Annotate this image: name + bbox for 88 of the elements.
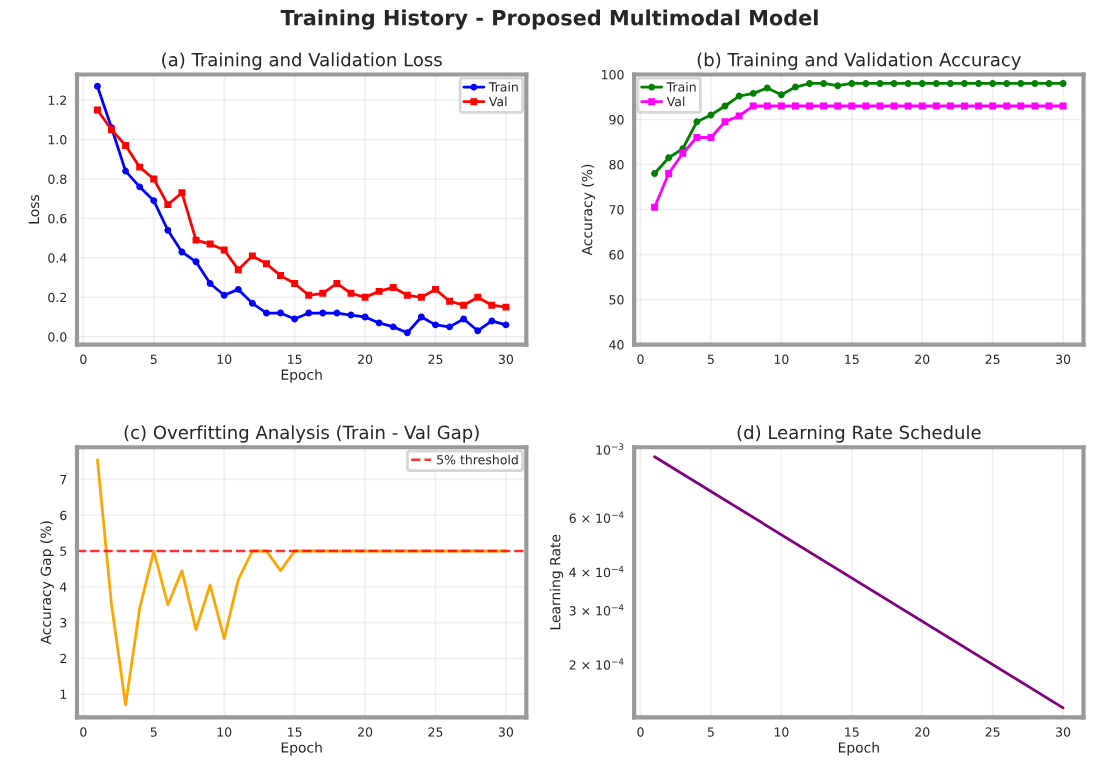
chart-title: (d) Learning Rate Schedule <box>737 425 981 443</box>
point <box>291 315 299 323</box>
point <box>136 163 144 171</box>
point <box>319 289 327 297</box>
point <box>474 327 482 335</box>
point <box>417 293 425 301</box>
point <box>178 189 186 197</box>
point <box>192 258 200 266</box>
point <box>305 291 313 299</box>
point <box>665 154 673 162</box>
point <box>1045 80 1053 87</box>
point <box>502 303 510 311</box>
point <box>403 329 411 337</box>
point <box>417 313 425 321</box>
point <box>262 309 270 317</box>
point <box>707 134 715 141</box>
point <box>651 170 659 177</box>
point <box>1031 80 1039 87</box>
point <box>234 285 242 293</box>
point <box>389 323 397 331</box>
point <box>975 80 983 87</box>
point <box>946 80 954 87</box>
point <box>375 287 383 295</box>
point <box>904 80 912 87</box>
point <box>361 293 369 301</box>
point <box>693 118 701 126</box>
point <box>164 226 172 234</box>
point <box>961 80 968 87</box>
point <box>932 80 940 87</box>
point <box>347 289 355 297</box>
point <box>806 80 814 87</box>
point <box>262 260 270 268</box>
point <box>862 80 870 87</box>
point <box>319 309 327 317</box>
point <box>220 246 228 254</box>
chart-title: (b) Training and Validation Accuracy <box>697 52 1021 70</box>
point <box>446 297 454 305</box>
chart-title: (a) Training and Validation Loss <box>162 52 442 70</box>
point <box>206 240 214 248</box>
point <box>488 317 496 325</box>
text: Training History - Proposed Multimodal Model <box>280 9 818 30</box>
point <box>989 80 997 87</box>
point <box>791 83 799 91</box>
point <box>136 183 144 191</box>
point <box>220 291 228 299</box>
point <box>277 309 285 317</box>
point <box>164 201 172 209</box>
point <box>234 266 242 274</box>
point <box>248 299 256 307</box>
point <box>848 80 856 87</box>
point <box>876 80 884 87</box>
point <box>446 323 454 331</box>
point <box>820 80 828 87</box>
point <box>460 315 468 323</box>
point <box>277 272 285 280</box>
point <box>749 89 757 97</box>
point <box>735 112 743 120</box>
point <box>1003 80 1011 87</box>
point <box>122 141 130 149</box>
point <box>305 309 313 317</box>
point <box>403 291 411 299</box>
point <box>918 80 926 87</box>
point <box>1059 80 1067 87</box>
chart-title: (c) Overfitting Analysis (Train - Val Gap) <box>124 425 479 443</box>
point <box>460 301 468 309</box>
point <box>432 321 439 329</box>
point <box>890 80 898 87</box>
point <box>93 106 101 114</box>
point <box>291 280 299 287</box>
point <box>248 252 256 260</box>
point <box>375 319 383 327</box>
point <box>474 293 482 301</box>
point <box>432 285 439 293</box>
point <box>763 84 771 92</box>
point <box>777 91 785 99</box>
point <box>502 321 510 329</box>
point <box>651 203 659 211</box>
point <box>333 280 341 287</box>
point <box>206 280 214 287</box>
point <box>122 167 130 175</box>
point <box>665 170 673 177</box>
point <box>834 82 842 90</box>
point <box>488 301 496 309</box>
point <box>150 197 158 205</box>
point <box>1017 80 1025 87</box>
point <box>693 134 701 141</box>
point <box>93 82 101 90</box>
point <box>389 283 397 291</box>
